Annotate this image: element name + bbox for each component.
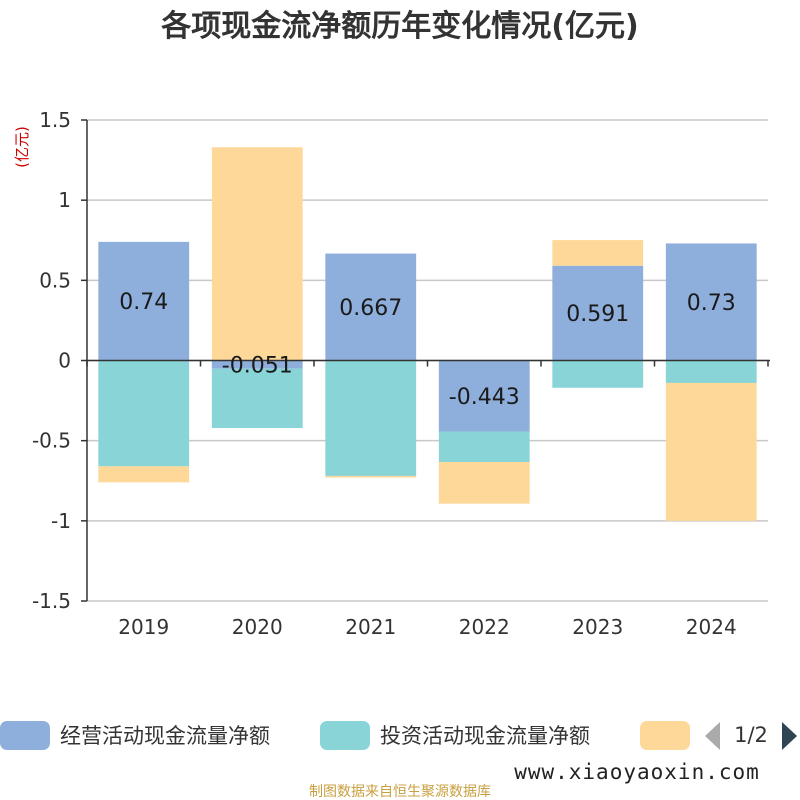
data-label: -0.051 xyxy=(222,354,293,379)
bar-segment xyxy=(98,360,190,467)
watermark: www.xiaoyaoxin.com xyxy=(514,760,760,784)
legend-label: 投资活动现金流量净额 xyxy=(380,724,590,748)
legend-pager: 1/2 xyxy=(705,722,797,750)
bar-segment xyxy=(211,147,303,361)
bar-segment xyxy=(438,461,530,504)
bar-segment xyxy=(98,241,190,361)
x-tick-label: 2020 xyxy=(232,615,283,639)
x-tick-label: 2019 xyxy=(118,615,169,639)
bar-segment xyxy=(665,382,757,521)
bars xyxy=(98,147,757,521)
x-tick-label: 2022 xyxy=(459,615,510,639)
triangle-left-icon[interactable] xyxy=(705,722,720,750)
bar-segment xyxy=(552,265,644,361)
bar-segment xyxy=(211,368,303,429)
axes xyxy=(86,120,770,601)
legend-swatch xyxy=(640,721,690,750)
legend-swatch xyxy=(0,721,50,750)
data-label: 0.74 xyxy=(119,290,168,315)
bar-segment xyxy=(665,243,757,361)
y-tick-label: 1.5 xyxy=(39,108,71,132)
bar-segment xyxy=(98,466,190,483)
y-tick-label: -1.5 xyxy=(32,589,71,613)
legend-item[interactable]: 经营活动现金流量净额 xyxy=(0,721,270,750)
x-tick-label: 2024 xyxy=(686,615,737,639)
y-axis-unit: (亿元) xyxy=(13,126,31,168)
chart-title: 各项现金流净额历年变化情况(亿元) xyxy=(160,9,638,44)
tick-labels: 1.5 1 0.5 0 -0.5 -1 -1.5 2019 2020 2021 2022 2023 20… xyxy=(32,108,737,639)
y-tick-label: 1 xyxy=(58,188,71,212)
bar-segment xyxy=(552,360,644,388)
legend-swatch xyxy=(320,721,370,750)
data-label: -0.443 xyxy=(449,385,520,410)
bar-segment xyxy=(438,360,530,432)
legend-label: 经营活动现金流量净额 xyxy=(60,724,270,748)
bar-segment xyxy=(438,431,530,462)
bar-segment xyxy=(665,360,757,383)
legend-page-indicator: 1/2 xyxy=(734,723,768,747)
source-note: 制图数据来自恒生聚源数据库 xyxy=(309,784,491,800)
legend-item[interactable]: 投资活动现金流量净额 xyxy=(320,721,590,750)
data-label: 0.591 xyxy=(566,302,629,327)
bar-segment xyxy=(325,253,417,361)
x-tick-label: 2021 xyxy=(345,615,396,639)
y-tick-label: 0 xyxy=(58,349,71,373)
triangle-right-icon[interactable] xyxy=(782,722,797,750)
x-tick-label: 2023 xyxy=(572,615,623,639)
data-label: 0.667 xyxy=(339,296,402,321)
legend-item[interactable] xyxy=(640,721,690,750)
y-tick-label: -0.5 xyxy=(32,429,71,453)
y-tick-label: 0.5 xyxy=(39,268,71,292)
bar-segment xyxy=(325,360,417,476)
data-label: 0.73 xyxy=(687,291,736,316)
bar-segment xyxy=(325,475,417,478)
data-labels: 0.74 -0.051 0.667 -0.443 0.591 0.73 xyxy=(119,290,735,410)
bar-segment xyxy=(552,240,644,266)
legend: 经营活动现金流量净额 投资活动现金流量净额 xyxy=(0,721,690,750)
y-tick-label: -1 xyxy=(51,509,71,533)
bar-segment xyxy=(211,360,303,369)
